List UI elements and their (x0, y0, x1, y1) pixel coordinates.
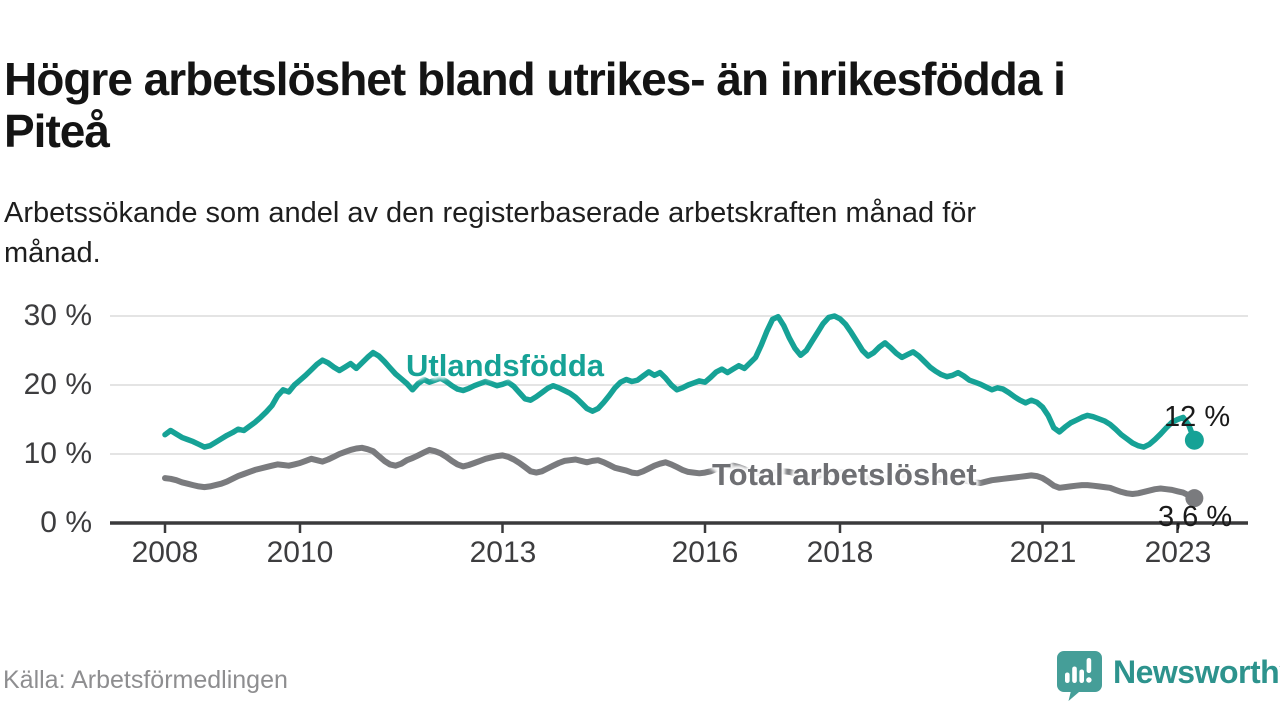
y-axis-tick-label: 0 % (40, 506, 92, 539)
end-value-label-utlandsfodda: 12 % (1164, 401, 1231, 433)
x-axis-tick-label: 2010 (266, 536, 334, 569)
x-axis-tick-label: 2016 (671, 536, 739, 569)
chart-subtitle: Arbetssökande som andel av den registerb… (4, 197, 977, 270)
y-axis-tick-label: 20 % (23, 368, 92, 401)
x-axis-tick-label: 2018 (806, 536, 874, 569)
bar-chart-speech-bubble-icon (1057, 651, 1102, 701)
newsworthy-logo-text: Newsworthy (1113, 654, 1280, 690)
x-axis-tick-label: 2008 (131, 536, 199, 569)
x-axis-tick-label: 2023 (1144, 536, 1212, 569)
end-value-label-total: 3,6 % (1158, 501, 1233, 533)
newsworthy-logo: Newsworthy (1056, 650, 1280, 702)
series-label-utlandsfodda: Utlandsfödda (406, 348, 605, 383)
source-note: Källa: Arbetsförmedlingen (3, 666, 288, 694)
page-title: Högre arbetslöshet bland utrikes- än inr… (4, 52, 1066, 158)
x-axis-tick-label: 2013 (469, 536, 537, 569)
series-label-total-arbetsloshet: Total arbetslöshet (712, 457, 977, 492)
x-axis-tick-label: 2021 (1009, 536, 1077, 569)
y-axis-tick-label: 30 % (23, 299, 92, 332)
y-axis-tick-label: 10 % (23, 437, 92, 470)
